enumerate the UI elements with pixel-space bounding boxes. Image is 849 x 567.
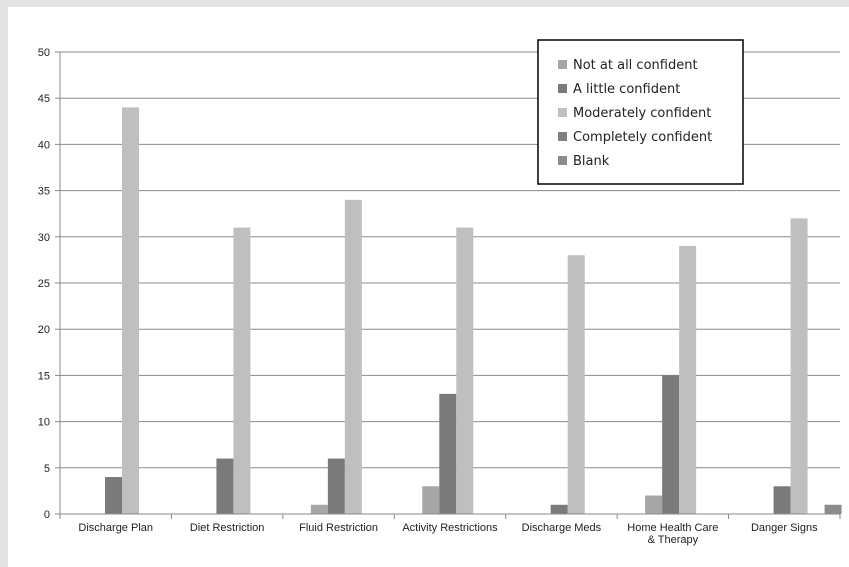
legend-swatch	[558, 108, 567, 117]
y-tick-label: 20	[38, 324, 50, 336]
legend-swatch	[558, 60, 567, 69]
bar-danger-signs-blank	[824, 504, 842, 514]
legend-label: Moderately confident	[573, 106, 711, 121]
bar-chart: 0 5 10 15 20 25 30 35 40 45 50 Discharge Plan Diet …	[38, 39, 842, 546]
legend-swatch	[558, 84, 567, 93]
bar-activity-restrictions-moderately-confident	[456, 227, 474, 514]
bar-discharge-plan-moderately-confident	[122, 107, 139, 514]
bar-discharge-meds-a-little-confident	[550, 504, 568, 514]
legend-box	[537, 39, 744, 185]
x-tick-label: Home Health Care & Therapy	[627, 522, 718, 546]
legend-swatch	[558, 156, 567, 165]
bar-home-health-care-therapy-a-little-confident	[662, 375, 680, 514]
bar-fluid-restriction-a-little-confident	[327, 458, 345, 514]
bar-discharge-plan-a-little-confident	[105, 477, 122, 514]
legend-label: Not at all confident	[573, 58, 698, 73]
bar-activity-restrictions-a-little-confident	[439, 393, 457, 514]
x-tick-label: Fluid Restriction	[299, 522, 378, 534]
y-tick-label: 5	[44, 463, 50, 475]
y-tick-label: 35	[38, 186, 50, 198]
bar-discharge-meds-moderately-confident	[567, 255, 585, 514]
bar-diet-restriction-a-little-confident	[216, 458, 234, 514]
y-tick-label: 0	[44, 509, 50, 521]
bar-fluid-restriction-not-at-all-confident	[310, 504, 328, 514]
x-tick-label: Danger Signs	[751, 522, 818, 534]
bar-home-health-care-therapy-not-at-all-confident	[645, 495, 663, 514]
y-tick-label: 10	[38, 417, 50, 429]
legend-swatch	[558, 132, 567, 141]
y-tick-label: 45	[38, 93, 50, 105]
legend: Not at all confident A little confident Mo…	[537, 39, 744, 185]
bar-diet-restriction-moderately-confident	[233, 227, 251, 514]
bars	[105, 107, 842, 515]
x-tick-label: Discharge Meds	[522, 522, 602, 534]
bar-fluid-restriction-moderately-confident	[344, 199, 362, 514]
y-tick-label: 40	[38, 139, 50, 151]
y-tick-label: 50	[38, 47, 50, 59]
x-tick-label: Diet Restriction	[190, 522, 265, 534]
x-tick-label: Discharge Plan	[78, 522, 153, 534]
y-tick-label: 30	[38, 232, 50, 244]
legend-label: A little confident	[573, 82, 680, 97]
bar-danger-signs-a-little-confident	[773, 486, 791, 514]
x-tick-label: Activity Restrictions	[402, 522, 498, 534]
x-axis-ticks: Discharge Plan Diet Restriction Fluid Rest…	[59, 514, 841, 546]
legend-label: Completely confident	[573, 130, 712, 145]
y-axis-ticks: 0 5 10 15 20 25 30 35 40 45 50	[38, 47, 60, 521]
bar-activity-restrictions-not-at-all-confident	[422, 486, 440, 514]
bar-danger-signs-moderately-confident	[790, 218, 808, 514]
bar-home-health-care-therapy-moderately-confident	[679, 246, 697, 515]
chart-frame: 0 5 10 15 20 25 30 35 40 45 50 Discharge Plan Diet …	[8, 7, 849, 567]
legend-label: Blank	[573, 154, 610, 169]
y-tick-label: 15	[38, 370, 50, 382]
y-tick-label: 25	[38, 278, 50, 290]
